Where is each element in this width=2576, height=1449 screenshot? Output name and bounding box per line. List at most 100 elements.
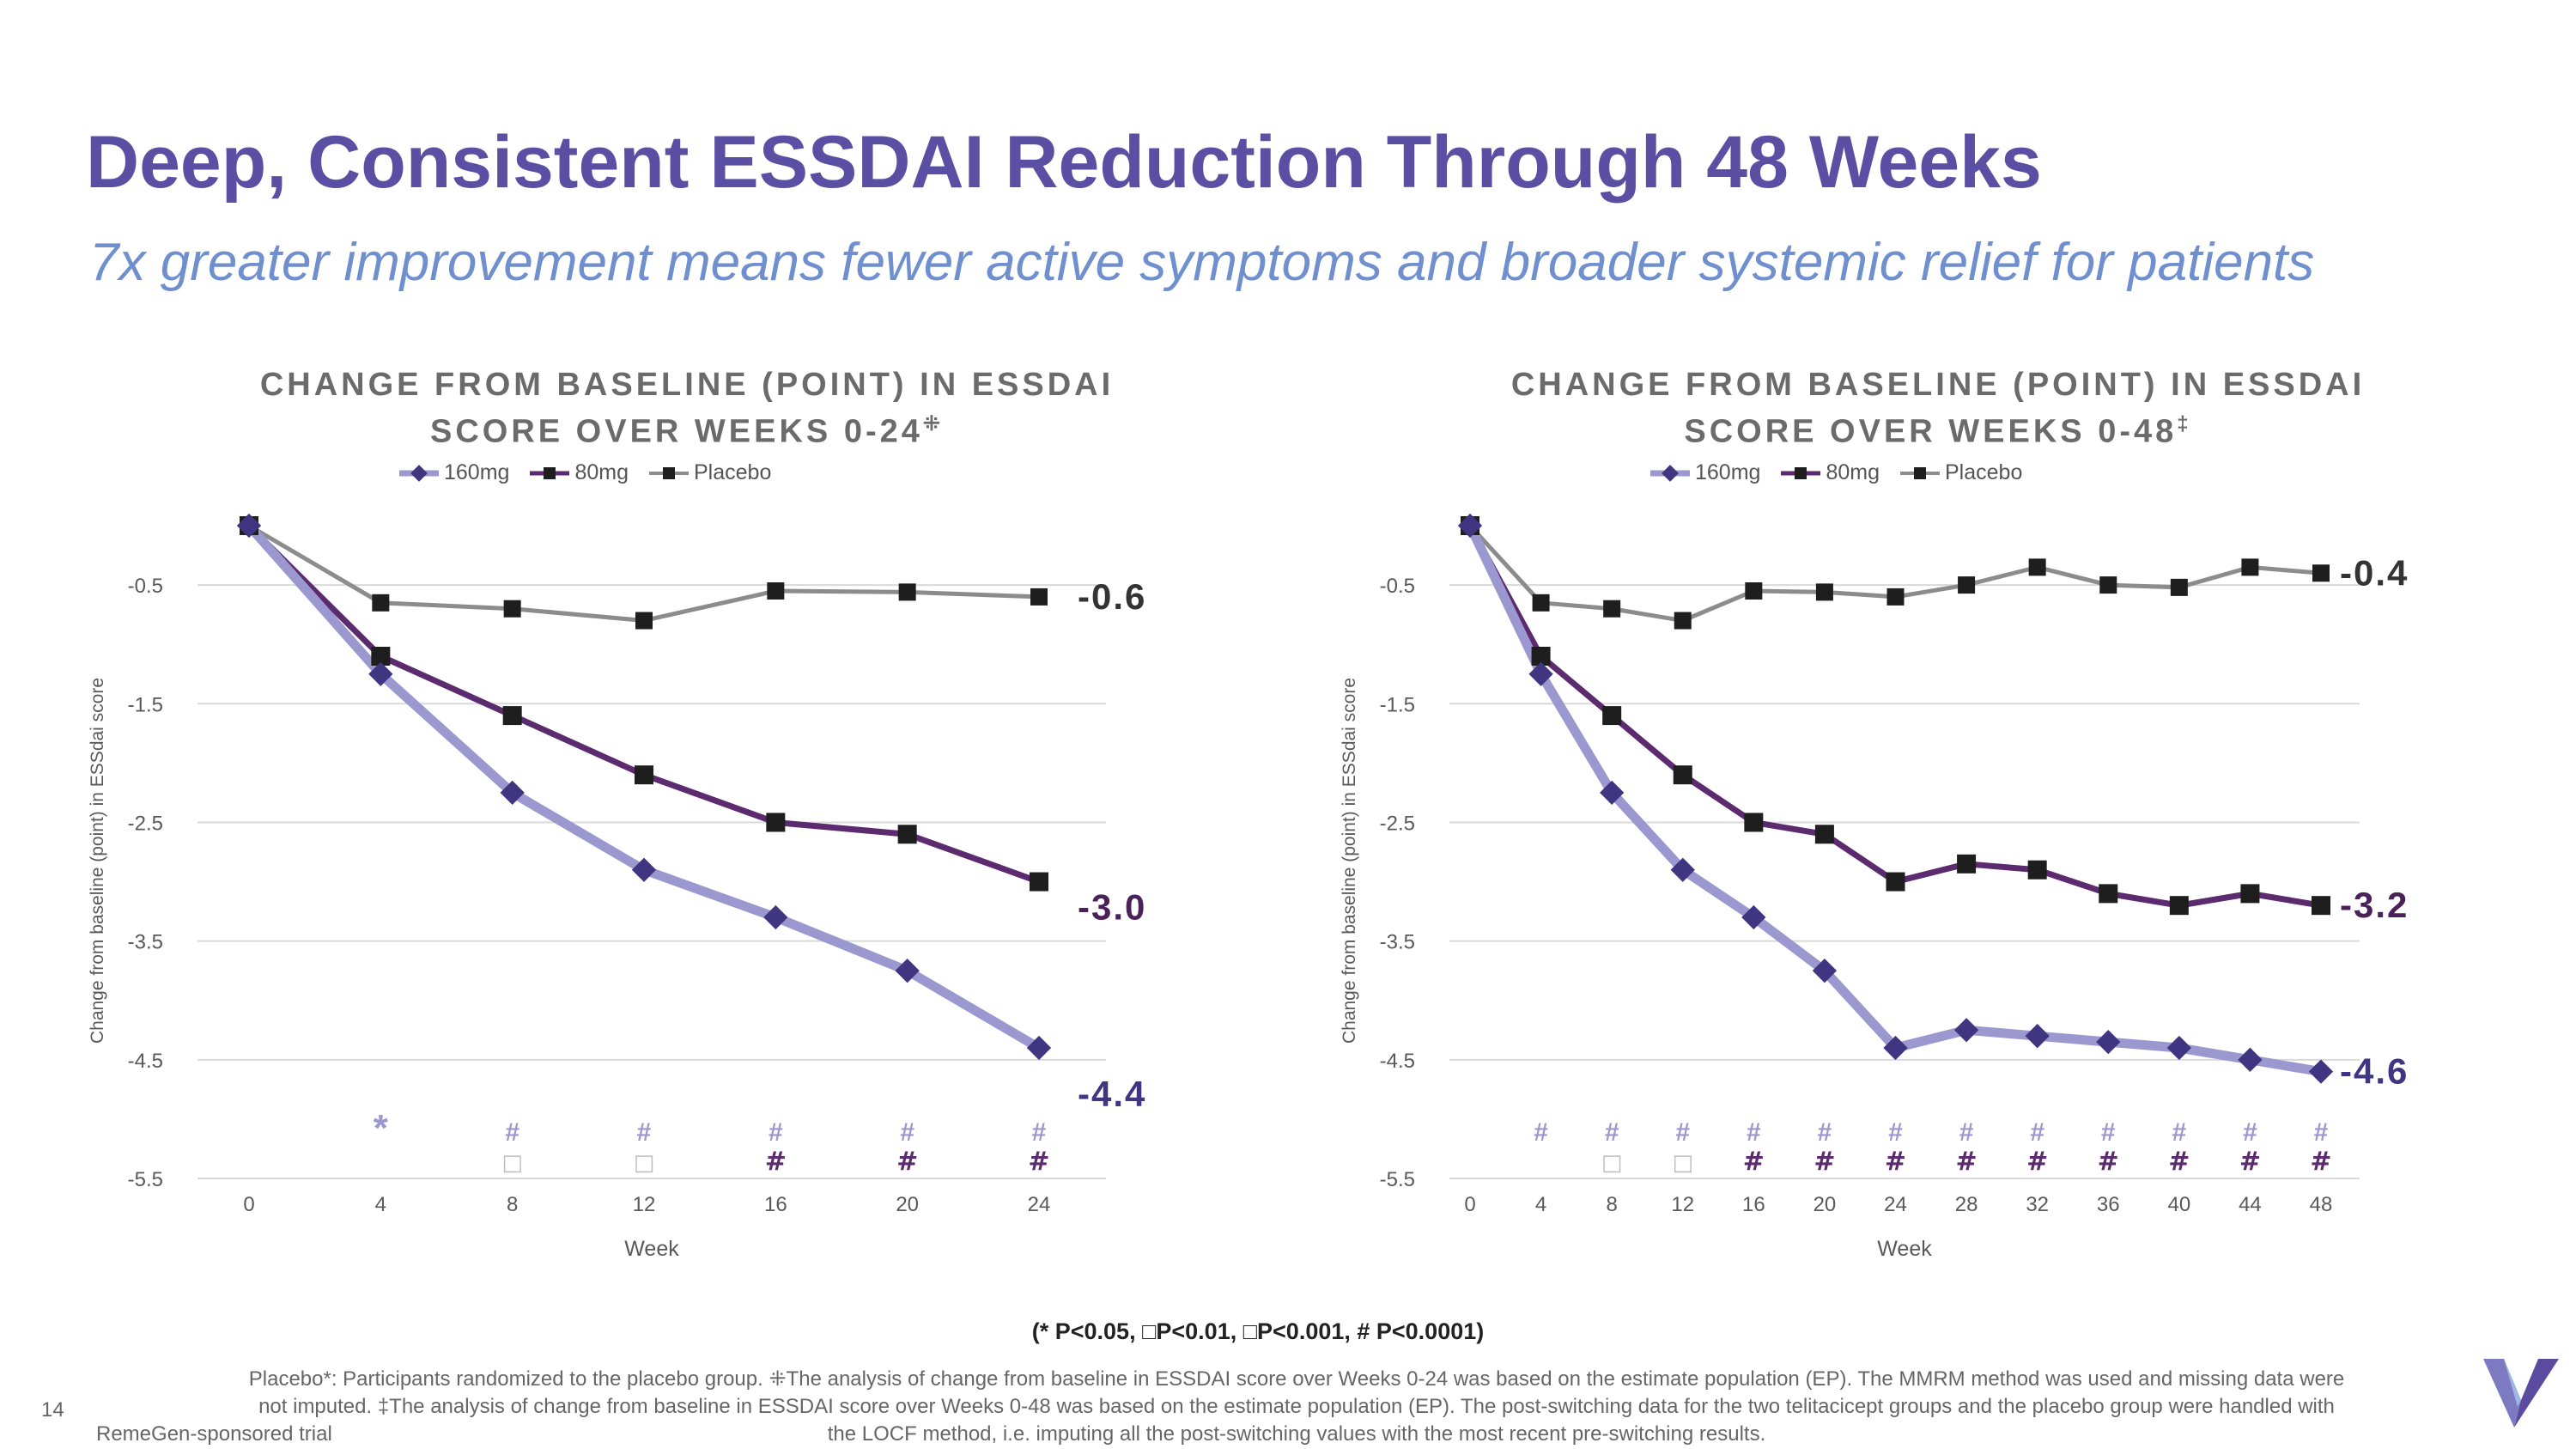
significance-marker: #	[2310, 1147, 2331, 1177]
series-80mg-point	[635, 765, 653, 785]
left-chart-legend: 160mg 80mg Placebo	[398, 460, 771, 485]
company-logo	[2483, 1359, 2559, 1428]
series-160mg-point	[1026, 1035, 1052, 1061]
significance-marker: #	[1818, 1118, 1832, 1147]
series-160mg-point	[1741, 904, 1766, 930]
left-chart-title-line2: SCORE OVER WEEKS 0-24	[429, 413, 923, 450]
legend-placebo-label: Placebo	[1945, 460, 2023, 484]
significance-marker: #	[1675, 1118, 1690, 1147]
significance-marker: #	[2314, 1118, 2329, 1147]
significance-marker: #	[2243, 1118, 2257, 1147]
legend-160mg-swatch	[399, 464, 439, 482]
series-placebo-point	[898, 583, 916, 601]
series-placebo-point	[2312, 564, 2330, 582]
series-160mg-point	[2238, 1047, 2263, 1072]
series-80mg-point	[1957, 854, 1977, 874]
page-number: 14	[41, 1398, 64, 1422]
legend-placebo-swatch	[649, 466, 689, 479]
significance-marker: □	[501, 1150, 523, 1176]
page-title: Deep, Consistent ESSDAI Reduction Throug…	[86, 121, 2042, 204]
x-tick-label: 20	[896, 1193, 919, 1216]
legend-160mg-label: 160mg	[1695, 460, 1761, 484]
page-subtitle: 7x greater improvement means fewer activ…	[89, 233, 2315, 292]
right-chart-title-line1: CHANGE FROM BASELINE (POINT) IN ESSDAI	[1510, 367, 2366, 403]
x-tick-label: 0	[1464, 1193, 1475, 1216]
significance-marker: □	[634, 1150, 655, 1176]
series-80mg-point	[1673, 765, 1692, 785]
x-tick-label: 12	[633, 1193, 656, 1216]
series-80mg-point	[1531, 647, 1551, 666]
series-160mg-end-label: -4.6	[2340, 1051, 2409, 1092]
significance-marker: #	[1959, 1118, 1974, 1147]
series-placebo-point	[2028, 558, 2046, 576]
left-chart-title-mark: ⁜	[922, 412, 944, 435]
series-160mg-point	[236, 513, 262, 539]
significance-marker: #	[1814, 1147, 1835, 1177]
series-placebo-point	[767, 582, 785, 600]
x-tick-label: 32	[2026, 1193, 2049, 1216]
x-tick-label: 16	[764, 1193, 787, 1216]
significance-marker: #	[2168, 1147, 2190, 1177]
series-160mg-point	[1670, 857, 1695, 882]
series-placebo-point	[1958, 576, 1976, 594]
series-160mg-point	[1883, 1035, 1908, 1061]
significance-marker: *	[374, 1107, 389, 1149]
x-tick-label: 0	[243, 1193, 254, 1216]
left-chart-title-line1: CHANGE FROM BASELINE (POINT) IN ESSDAI	[259, 367, 1115, 403]
x-tick-label: 28	[1955, 1193, 1978, 1216]
significance-marker: #	[1032, 1118, 1047, 1147]
series-placebo-point	[2099, 576, 2117, 594]
series-160mg-point	[1953, 1018, 1979, 1043]
y-tick-label: -5.5	[128, 1168, 163, 1191]
significance-marker: #	[1534, 1118, 1548, 1147]
left-chart-title: CHANGE FROM BASELINE (POINT) IN ESSDAI S…	[172, 365, 1202, 452]
x-axis-title: Week	[624, 1237, 679, 1261]
series-80mg-point	[2240, 884, 2260, 904]
significance-marker: #	[1747, 1118, 1761, 1147]
series-80mg-point	[766, 813, 786, 832]
y-axis-title: Change from baseline (point) in ESSdai s…	[1340, 678, 1359, 1044]
significance-marker: #	[1605, 1118, 1619, 1147]
x-tick-label: 12	[1671, 1193, 1694, 1216]
series-80mg-point	[2169, 896, 2189, 916]
right-chart-title-line2: SCORE OVER WEEKS 0-48	[1684, 413, 2178, 450]
series-80mg-end-label: -3.0	[1078, 887, 1146, 928]
series-80mg-point	[371, 647, 391, 666]
y-tick-label: -1.5	[128, 693, 163, 716]
significance-marker: #	[1956, 1147, 1978, 1177]
right-chart-title-mark: ‡	[2177, 412, 2192, 435]
x-tick-label: 8	[1606, 1193, 1617, 1216]
x-tick-label: 16	[1742, 1193, 1765, 1216]
sponsor-note: RemeGen-sponsored trial	[96, 1422, 332, 1446]
significance-marker: #	[2239, 1147, 2261, 1177]
series-160mg-point	[1528, 661, 1553, 686]
significance-marker: #	[505, 1118, 519, 1147]
series-placebo-point	[2170, 578, 2188, 596]
significance-marker: #	[1885, 1147, 1906, 1177]
y-axis-title: Change from baseline (point) in ESSdai s…	[88, 678, 107, 1044]
legend-80mg-label: 80mg	[574, 460, 629, 484]
series-placebo-point	[635, 612, 653, 630]
legend-placebo-swatch	[1900, 466, 1940, 479]
y-tick-label: -4.5	[1380, 1050, 1415, 1073]
series-placebo-point	[1886, 588, 1905, 606]
significance-marker: #	[2101, 1118, 2116, 1147]
series-placebo-point	[1815, 583, 1833, 601]
legend-80mg-swatch	[530, 466, 570, 479]
significance-marker: #	[2030, 1118, 2044, 1147]
y-tick-label: -4.5	[128, 1050, 163, 1073]
legend-160mg-label: 160mg	[444, 460, 510, 484]
x-tick-label: 8	[507, 1193, 518, 1216]
series-placebo-point	[1532, 594, 1550, 612]
series-placebo-end-label: -0.4	[2340, 552, 2409, 593]
significance-marker: #	[2172, 1118, 2186, 1147]
series-placebo-point	[372, 594, 390, 612]
series-80mg-point	[2027, 860, 2047, 880]
series-80mg-point	[1814, 825, 1834, 844]
significance-marker: #	[1888, 1118, 1903, 1147]
significance-marker: #	[900, 1118, 914, 1147]
significance-marker: □	[1672, 1150, 1693, 1176]
series-160mg-point	[368, 661, 393, 686]
